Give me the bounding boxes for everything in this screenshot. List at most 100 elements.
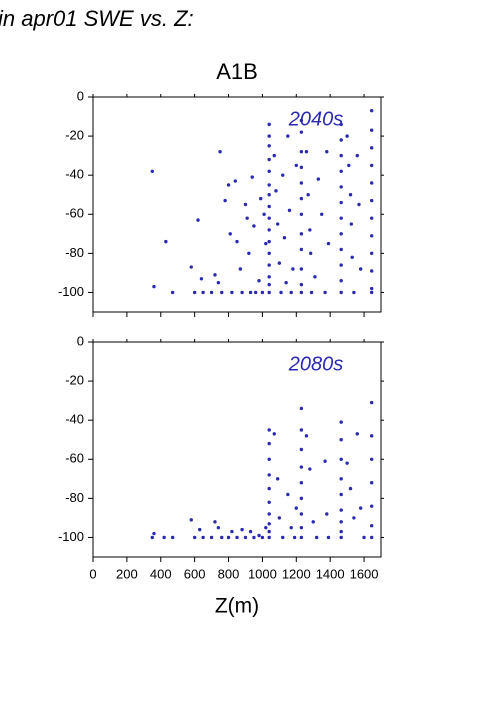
data-point	[299, 196, 304, 201]
data-point	[339, 153, 343, 158]
data-point	[267, 251, 271, 256]
data-point	[198, 527, 202, 532]
data-point	[220, 535, 224, 540]
data-point	[235, 239, 239, 244]
data-point	[150, 169, 154, 173]
data-point	[289, 290, 293, 295]
data-point	[267, 486, 271, 491]
data-point	[349, 222, 354, 226]
data-point	[294, 163, 298, 168]
data-point	[314, 535, 319, 540]
data-point	[267, 204, 271, 209]
data-point	[259, 196, 263, 201]
data-point	[279, 290, 283, 295]
data-point	[369, 181, 374, 185]
data-point	[352, 516, 356, 520]
data-point	[299, 496, 304, 501]
data-point	[272, 153, 276, 158]
plot-frame	[92, 341, 382, 558]
data-point	[257, 279, 261, 283]
data-point	[369, 481, 374, 485]
data-point	[235, 535, 239, 540]
data-point	[189, 518, 193, 522]
data-point	[299, 290, 304, 295]
data-point	[358, 267, 363, 271]
data-point	[226, 535, 231, 540]
data-point	[355, 153, 359, 158]
data-point	[369, 269, 374, 273]
panel-label: 2040s	[288, 108, 344, 130]
data-point	[326, 241, 331, 246]
data-point	[267, 239, 271, 244]
data-point	[196, 218, 200, 222]
data-point	[369, 504, 374, 508]
data-point	[325, 150, 329, 154]
data-point	[209, 535, 214, 540]
data-point	[369, 434, 374, 438]
data-point	[339, 438, 343, 442]
data-point	[299, 165, 304, 170]
data-point	[199, 277, 204, 281]
data-point	[287, 208, 292, 213]
data-point	[281, 173, 285, 177]
data-point	[238, 267, 243, 271]
data-point	[267, 144, 271, 148]
data-point	[369, 146, 374, 150]
data-point	[286, 492, 290, 497]
data-point	[275, 477, 280, 481]
data-point	[262, 212, 266, 216]
data-point	[299, 447, 304, 452]
data-point	[267, 169, 271, 173]
data-point	[299, 247, 304, 252]
data-point	[216, 525, 221, 530]
data-point	[339, 290, 343, 295]
panel-label: 2080s	[288, 353, 344, 375]
data-point	[339, 122, 343, 127]
data-point	[348, 193, 353, 197]
data-point	[267, 282, 271, 287]
data-point	[228, 232, 232, 236]
data-point	[369, 128, 374, 132]
data-point	[299, 212, 304, 216]
data-point	[299, 118, 304, 123]
data-point	[299, 150, 304, 154]
data-point	[369, 251, 374, 256]
data-point	[339, 232, 343, 236]
data-point	[299, 267, 304, 271]
data-point	[339, 216, 343, 220]
data-point	[348, 486, 353, 491]
data-point	[267, 275, 271, 279]
data-point	[358, 506, 363, 510]
data-point	[308, 251, 313, 256]
data-point	[369, 286, 374, 291]
y-tick-label: -100	[58, 284, 84, 299]
data-point	[345, 461, 349, 465]
data-point	[267, 134, 271, 138]
data-point	[218, 150, 222, 154]
data-point	[267, 522, 271, 526]
data-point	[339, 185, 343, 189]
data-point	[369, 198, 374, 203]
data-point	[362, 535, 366, 540]
data-point	[267, 529, 271, 534]
data-point	[233, 179, 238, 183]
plot-frame	[92, 96, 382, 313]
data-point	[170, 290, 175, 295]
data-point	[284, 280, 288, 285]
data-point	[299, 525, 304, 530]
y-tick-label: -40	[65, 167, 84, 182]
y-tick-label: 0	[77, 88, 84, 103]
data-point	[308, 228, 312, 232]
data-point	[369, 290, 374, 295]
data-point	[164, 239, 168, 244]
data-point	[339, 508, 343, 512]
data-point	[326, 535, 331, 540]
data-point	[267, 512, 271, 516]
data-point	[369, 457, 374, 461]
data-point	[267, 473, 271, 477]
data-point	[253, 290, 258, 295]
data-point	[192, 535, 197, 540]
data-point	[252, 535, 256, 540]
data-point	[325, 512, 329, 516]
data-point	[313, 275, 317, 279]
